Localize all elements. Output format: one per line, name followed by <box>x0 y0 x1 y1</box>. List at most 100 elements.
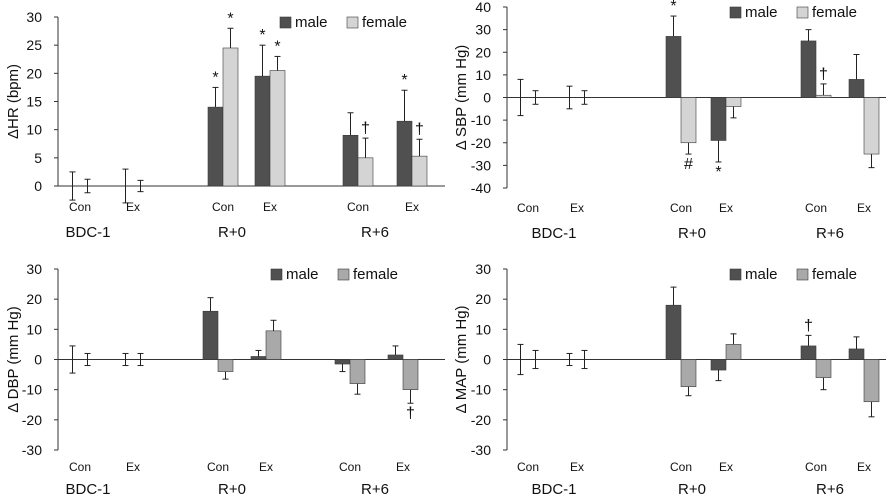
bar-female <box>222 47 239 187</box>
bar-male <box>665 36 682 98</box>
x-group-label: R+0 <box>218 481 246 496</box>
y-tick-label: -30 <box>22 442 42 458</box>
legend-swatch-female <box>796 268 809 281</box>
legend-label-female: female <box>812 266 857 283</box>
y-axis-label: Δ DBP (mm Hg) <box>5 306 22 412</box>
x-condition-label: Con <box>670 460 692 474</box>
bar-male <box>710 97 727 141</box>
x-condition-label: Ex <box>405 200 419 214</box>
chart-sbp: -40 -30 -20 -10 0 10 20 30 40 Δ SBP (mm Hg) * * # † Co… <box>453 0 886 242</box>
significance-mark: † <box>406 405 415 422</box>
bar-female <box>402 359 419 390</box>
y-tick-label: 30 <box>475 261 491 277</box>
significance-mark: † <box>819 66 828 83</box>
legend-label-male: male <box>745 266 778 283</box>
x-condition-label: Ex <box>259 460 273 474</box>
significance-mark: * <box>212 69 218 86</box>
significance-mark: * <box>274 38 280 55</box>
y-tick-label: -20 <box>471 135 491 151</box>
legend-swatch-male <box>729 268 742 281</box>
y-tick-label: -30 <box>471 442 491 458</box>
bar-female <box>269 70 286 187</box>
y-tick-label: 5 <box>34 150 42 166</box>
x-condition-label: Ex <box>126 200 140 214</box>
y-tick-label: 20 <box>26 65 42 81</box>
y-axis-label: Δ SBP (mm Hg) <box>453 45 470 151</box>
legend-label-male: male <box>295 14 328 31</box>
x-group-label: R+6 <box>361 224 389 241</box>
x-group-label: R+0 <box>678 225 706 242</box>
y-tick-label: -40 <box>471 180 491 196</box>
x-condition-label: Con <box>339 460 361 474</box>
y-tick-label: -20 <box>471 412 491 428</box>
y-tick-label: 0 <box>34 352 42 368</box>
bar-female <box>863 359 880 403</box>
x-condition-label: Con <box>517 460 539 474</box>
significance-mark: † <box>361 120 370 137</box>
x-condition-label: Con <box>69 460 91 474</box>
significance-mark: † <box>804 317 813 334</box>
x-condition-label: Con <box>517 201 539 215</box>
y-tick-label: 10 <box>26 321 42 337</box>
y-tick-label: 25 <box>26 37 42 53</box>
x-group-label: R+0 <box>678 481 706 496</box>
x-condition-label: Con <box>347 200 369 214</box>
chart-hr: 0 5 10 15 20 25 30 ΔHR (bpm) * * * * * † † Con Ex Con Ex Co… <box>5 9 445 241</box>
x-condition-label: Ex <box>263 200 277 214</box>
bar-male <box>848 79 865 98</box>
x-group-label: BDC-1 <box>531 225 576 242</box>
x-condition-label: Con <box>805 460 827 474</box>
y-tick-label: 20 <box>475 44 491 60</box>
y-tick-label: 0 <box>483 90 491 106</box>
x-condition-label: Ex <box>857 460 871 474</box>
legend-swatch-male <box>270 268 283 281</box>
bar-female <box>265 330 282 360</box>
legend-swatch-female <box>796 6 809 19</box>
x-condition-label: Con <box>670 201 692 215</box>
bar-male <box>207 106 224 187</box>
significance-mark: * <box>259 27 265 44</box>
bar-female <box>357 157 374 187</box>
bar-male <box>254 75 271 187</box>
legend-label-male: male <box>745 4 778 21</box>
y-tick-label: 30 <box>475 22 491 38</box>
bar-female <box>863 97 880 155</box>
legend-label-female: female <box>362 14 407 31</box>
legend-swatch-male <box>729 6 742 19</box>
significance-mark: # <box>684 156 693 173</box>
y-tick-label: 20 <box>475 291 491 307</box>
x-condition-label: Ex <box>857 201 871 215</box>
bar-female <box>815 94 832 98</box>
x-condition-label: Ex <box>570 460 584 474</box>
y-tick-label: -20 <box>22 412 42 428</box>
x-group-label: R+6 <box>361 481 389 496</box>
y-tick-label: 40 <box>475 0 491 15</box>
significance-mark: * <box>670 0 676 15</box>
legend-swatch-female <box>346 16 359 29</box>
significance-mark: * <box>227 10 233 27</box>
legend-label-female: female <box>353 266 398 283</box>
y-tick-label: -10 <box>471 382 491 398</box>
bar-female <box>680 97 697 144</box>
y-tick-label: -10 <box>471 112 491 128</box>
bar-female <box>725 344 742 360</box>
bar-male <box>848 348 865 360</box>
bar-female <box>411 155 428 187</box>
x-group-label: R+6 <box>816 225 844 242</box>
bar-female <box>725 97 742 107</box>
bar-female <box>217 359 234 372</box>
x-group-label: BDC-1 <box>531 481 576 496</box>
bar-male <box>334 359 351 365</box>
y-axis-label: Δ MAP (mm Hg) <box>453 305 470 413</box>
y-tick-label: 0 <box>483 352 491 368</box>
x-condition-label: Ex <box>570 201 584 215</box>
bar-male <box>800 40 817 98</box>
bar-male <box>800 345 817 360</box>
bar-male <box>710 359 727 371</box>
significance-mark: * <box>401 72 407 89</box>
y-tick-label: 20 <box>26 291 42 307</box>
y-tick-label: 15 <box>26 94 42 110</box>
bar-male <box>250 356 267 360</box>
y-axis-label: ΔHR (bpm) <box>5 64 22 139</box>
